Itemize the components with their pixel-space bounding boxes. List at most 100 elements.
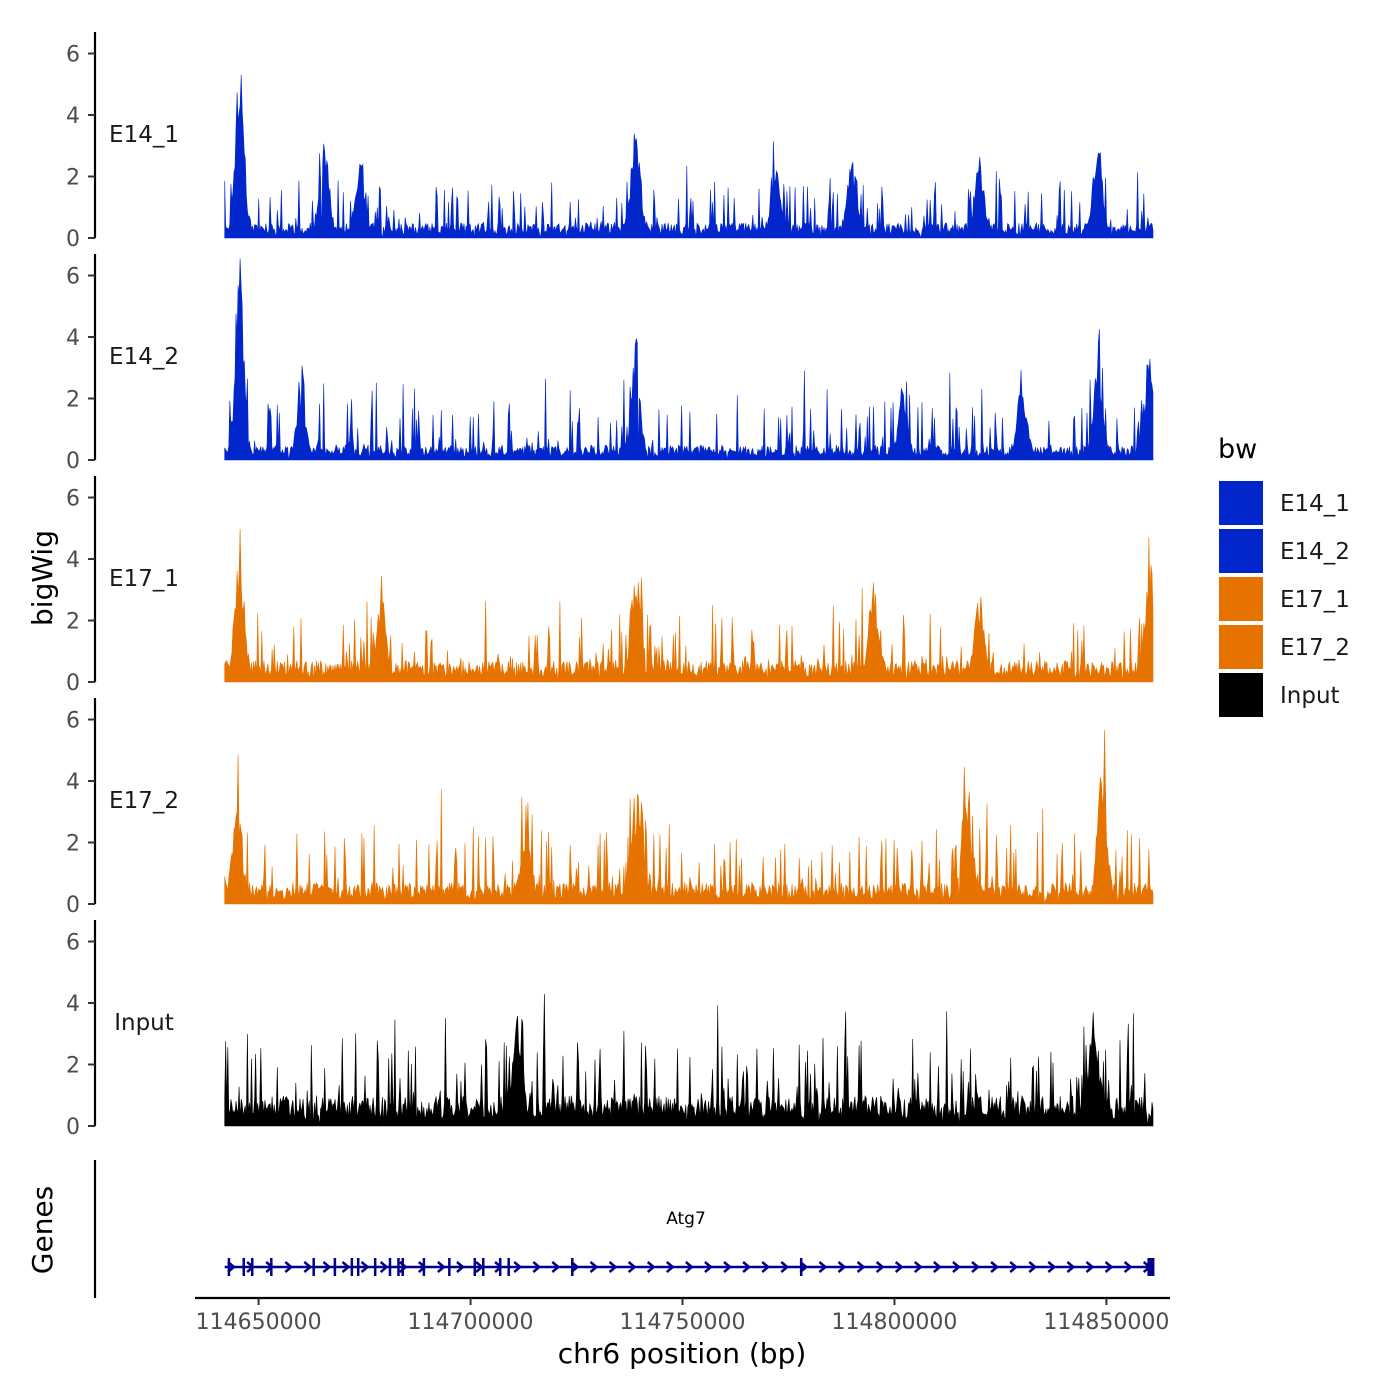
track-e17_2: 0 2 4 6 E17_2 xyxy=(66,698,1154,918)
strand-arrow xyxy=(933,1261,942,1273)
strand-arrow xyxy=(627,1261,637,1273)
y-tick-label: 6 xyxy=(66,265,80,290)
y-tick-label: 4 xyxy=(66,104,80,129)
strand-arrow xyxy=(341,1261,351,1273)
legend-swatch-e17_1 xyxy=(1217,575,1265,623)
gene-exon xyxy=(422,1258,426,1276)
x-axis: 114650000 114700000 114750000 114800000 1148… xyxy=(195,1296,1170,1335)
strand-arrow xyxy=(1066,1261,1076,1273)
legend-label-e17_1: E17_1 xyxy=(1280,587,1350,613)
gene-exon xyxy=(448,1258,451,1276)
strand-arrow xyxy=(894,1261,904,1273)
strand-arrow xyxy=(665,1261,675,1273)
gene-exon xyxy=(270,1258,273,1276)
y-tick-label: 6 xyxy=(66,931,80,956)
gene-exon xyxy=(356,1258,360,1276)
track-e14_1: 0 2 4 6 E14_1 xyxy=(66,32,1154,252)
strand-arrow xyxy=(646,1261,656,1273)
legend: bw E14_1 E14_2 E17_1 E17_2 Input xyxy=(1217,434,1350,719)
signal-area-e14_1 xyxy=(224,74,1154,239)
strand-arrow xyxy=(1104,1261,1114,1273)
signal-area-e17_2 xyxy=(224,729,1154,905)
track-label-e17_1: E17_1 xyxy=(109,566,179,592)
strand-arrow xyxy=(875,1261,885,1273)
gene-exon xyxy=(1147,1258,1155,1276)
strand-arrow xyxy=(437,1261,446,1273)
legend-label-input: Input xyxy=(1280,683,1340,709)
gene-exon xyxy=(571,1258,574,1276)
y-tick-label: 2 xyxy=(66,1054,80,1079)
gene-exon xyxy=(498,1258,502,1276)
legend-swatch-e14_1 xyxy=(1217,479,1265,527)
genes-axis-title: Genes xyxy=(26,1186,59,1274)
gene-exon xyxy=(312,1258,315,1276)
gene-exon xyxy=(473,1258,477,1276)
gene-exon xyxy=(250,1258,254,1276)
gene-exon xyxy=(397,1258,400,1276)
y-tick-label: 4 xyxy=(66,326,80,351)
legend-label-e14_2: E14_2 xyxy=(1280,539,1350,565)
strand-arrow xyxy=(456,1261,465,1273)
strand-arrow xyxy=(761,1261,771,1273)
x-tick-label: 114700000 xyxy=(408,1310,534,1335)
strand-arrow xyxy=(1028,1261,1038,1273)
gene-exon xyxy=(507,1258,510,1276)
strand-arrow xyxy=(1085,1261,1095,1273)
y-tick-label: 0 xyxy=(66,1115,80,1140)
strand-arrow xyxy=(913,1261,923,1273)
x-tick-label: 114850000 xyxy=(1043,1310,1169,1335)
strand-arrow xyxy=(723,1261,732,1273)
strand-arrow xyxy=(952,1261,961,1273)
strand-arrow xyxy=(360,1261,370,1273)
track-panels: 0 2 4 6 E14_1 0 2 4 6 E14_2 0 2 4 6 E17_1 0 2 4 6 E17_2 0 2 4 6… xyxy=(66,32,1154,1140)
y-tick-label: 0 xyxy=(66,227,80,252)
track-e17_1: 0 2 4 6 E17_1 xyxy=(66,476,1154,696)
strand-arrow xyxy=(513,1261,523,1273)
y-tick-label: 0 xyxy=(66,893,80,918)
signal-area-e14_2 xyxy=(224,258,1154,461)
strand-arrow xyxy=(322,1261,332,1273)
strand-arrow xyxy=(532,1261,542,1273)
strand-arrow xyxy=(1123,1261,1133,1273)
gene-model xyxy=(224,1258,1155,1276)
track-input: 0 2 4 6 Input xyxy=(66,920,1154,1140)
gene-exon xyxy=(388,1258,392,1276)
strand-arrow xyxy=(704,1261,713,1273)
x-tick-label: 114650000 xyxy=(196,1310,322,1335)
strand-arrow xyxy=(856,1261,866,1273)
y-tick-label: 0 xyxy=(66,671,80,696)
gene-exon xyxy=(482,1258,485,1276)
strand-arrow xyxy=(971,1261,980,1273)
y-tick-label: 6 xyxy=(66,487,80,512)
track-label-e14_2: E14_2 xyxy=(109,344,179,370)
signal-area-e17_1 xyxy=(224,528,1154,683)
gene-exon xyxy=(373,1258,377,1276)
track-label-input: Input xyxy=(114,1010,174,1036)
strand-arrow xyxy=(1009,1261,1019,1273)
y-tick-label: 4 xyxy=(66,548,80,573)
y-tick-label: 2 xyxy=(66,610,80,635)
legend-swatch-e17_2 xyxy=(1217,623,1265,671)
x-tick-label: 114800000 xyxy=(831,1310,957,1335)
strand-arrow xyxy=(837,1261,847,1273)
legend-title: bw xyxy=(1218,434,1257,465)
y-tick-label: 2 xyxy=(66,832,80,857)
strand-arrow xyxy=(990,1261,1000,1273)
strand-arrow xyxy=(551,1261,561,1273)
gene-exon xyxy=(401,1258,404,1276)
gene-exon xyxy=(242,1258,245,1276)
strand-arrow xyxy=(1047,1261,1057,1273)
strand-arrow xyxy=(780,1261,790,1273)
strand-arrow xyxy=(608,1261,618,1273)
track-label-e17_2: E17_2 xyxy=(109,788,179,814)
gene-label: Atg7 xyxy=(666,1209,706,1229)
y-tick-label: 6 xyxy=(66,43,80,68)
y-axis-title: bigWig xyxy=(26,530,59,626)
signal-area-input xyxy=(224,993,1154,1127)
gene-exon xyxy=(227,1258,231,1276)
strand-arrow xyxy=(379,1261,389,1273)
legend-label-e14_1: E14_1 xyxy=(1280,491,1350,517)
y-tick-label: 4 xyxy=(66,992,80,1017)
strand-arrow xyxy=(589,1261,599,1273)
